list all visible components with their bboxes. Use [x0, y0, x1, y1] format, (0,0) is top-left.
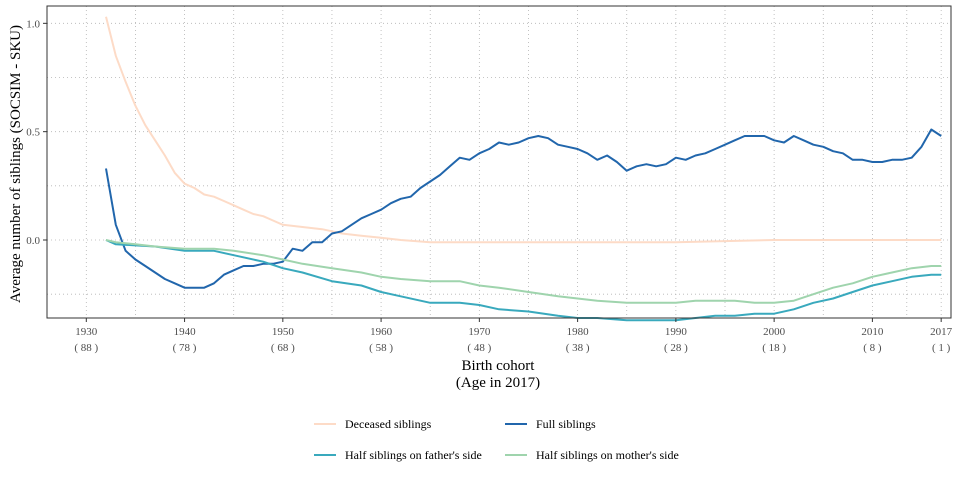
- grid-lines: [47, 6, 951, 318]
- x-axis-ticks: 1930 ( 88 ) 1940 ( 78 ) 1950 ( 68 ) 1960 ( 58 )…: [74, 318, 953, 354]
- x-axis-title: Birth cohort: [462, 358, 536, 374]
- x-tick-label: 2000: [763, 326, 786, 338]
- series-line-deceased-siblings: [105, 16, 942, 244]
- series-lines: [105, 16, 942, 322]
- x-tick-age-label: ( 78 ): [173, 342, 197, 354]
- x-tick-age-label: ( 48 ): [467, 342, 491, 354]
- x-tick-age-label: ( 28 ): [664, 342, 688, 354]
- plot-panel-border: [46, 5, 952, 319]
- x-tick-age-label: ( 18 ): [762, 342, 786, 354]
- x-tick-age-label: ( 58 ): [369, 342, 393, 354]
- x-tick-age-label: ( 38 ): [566, 342, 590, 354]
- legend-label: Half siblings on father's side: [345, 448, 482, 462]
- y-axis-ticks: 0.0 0.5 1.0: [26, 18, 47, 247]
- series-line-half-siblings-on-father-s-side: [105, 239, 942, 322]
- x-tick-age-label: ( 88 ): [74, 342, 98, 354]
- x-tick-label: 1950: [272, 326, 295, 338]
- x-tick-age-label: ( 1 ): [932, 342, 951, 354]
- x-tick-age-label: ( 8 ): [863, 342, 882, 354]
- y-tick-label: 0.0: [26, 235, 40, 247]
- x-tick-label: 2017: [930, 326, 953, 338]
- x-tick-label: 1960: [370, 326, 393, 338]
- legend-label: Deceased siblings: [345, 417, 432, 431]
- y-tick-label: 1.0: [26, 18, 40, 30]
- x-tick-label: 1940: [174, 326, 197, 338]
- x-axis-subtitle: (Age in 2017): [456, 375, 540, 391]
- series-line-half-siblings-on-mother-s-side: [105, 239, 942, 304]
- legend-label: Half siblings on mother's side: [536, 448, 679, 462]
- legend-label: Full siblings: [536, 417, 596, 431]
- series-line-full-siblings: [105, 128, 942, 289]
- x-tick-label: 1990: [665, 326, 688, 338]
- x-tick-label: 1970: [468, 326, 491, 338]
- legend: Deceased siblings Full siblings Half sibli…: [314, 417, 679, 462]
- x-tick-age-label: ( 68 ): [271, 342, 295, 354]
- x-tick-label: 1980: [567, 326, 590, 338]
- x-tick-label: 1930: [75, 326, 98, 338]
- x-tick-label: 2010: [861, 326, 884, 338]
- y-tick-label: 0.5: [26, 127, 40, 139]
- y-axis-title: Average number of siblings (SOCSIM - SKU…: [8, 25, 24, 303]
